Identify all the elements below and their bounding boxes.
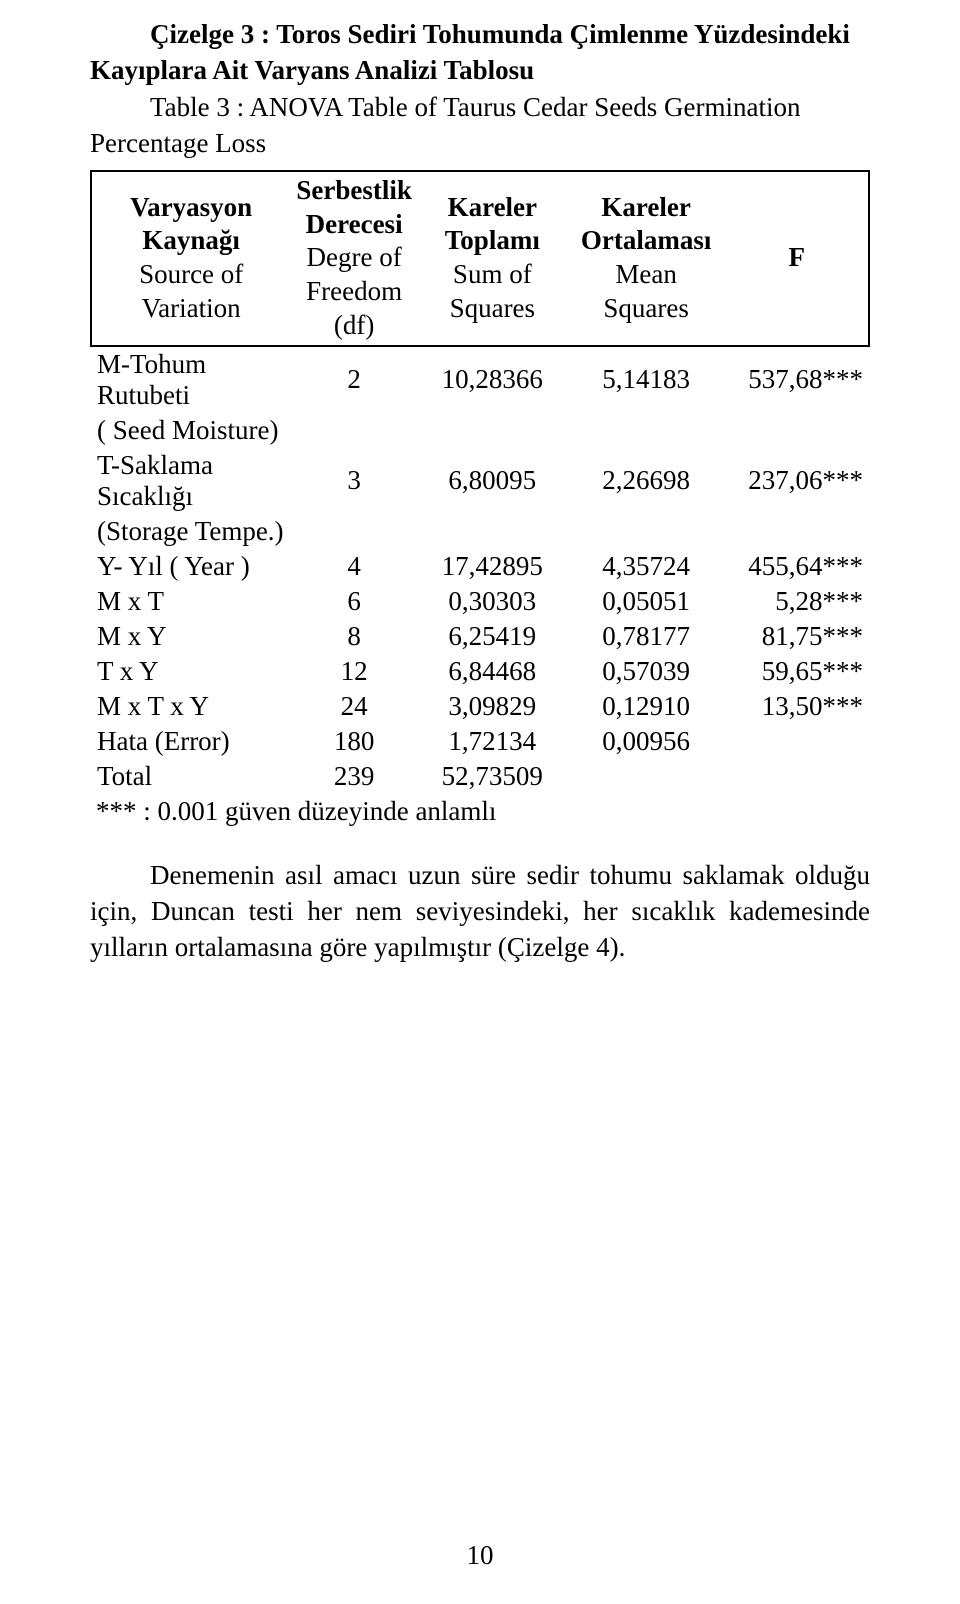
cell-ss: 0,30303 (418, 584, 567, 619)
col-header-ms: Kareler Ortalaması Mean Squares (567, 171, 726, 346)
cell-source: T x Y (91, 654, 290, 689)
body-paragraph: Denemenin asıl amacı uzun süre sedir toh… (90, 857, 870, 966)
cell-empty (418, 514, 567, 549)
cell-f: 59,65*** (725, 654, 869, 689)
col-header-df-en3: (df) (334, 310, 374, 340)
cell-f: 5,28*** (725, 584, 869, 619)
cell-ms: 0,12910 (567, 689, 726, 724)
cell-source: M x Y (91, 619, 290, 654)
cell-ms: 0,57039 (567, 654, 726, 689)
cell-ms: 2,26698 (567, 448, 726, 514)
cell-empty (725, 413, 869, 448)
cell-source: T-Saklama Sıcaklığı (91, 448, 290, 514)
cell-empty (567, 514, 726, 549)
cell-empty (290, 514, 418, 549)
cell-df: 8 (290, 619, 418, 654)
cell-ms: 4,35724 (567, 549, 726, 584)
table-row: M x Y86,254190,7817781,75*** (91, 619, 869, 654)
table-title-bold: Çizelge 3 : Toros Sediri Tohumunda Çimle… (90, 16, 870, 89)
cell-source: M x T x Y (91, 689, 290, 724)
table-caption: Çizelge 3 : Toros Sediri Tohumunda Çimle… (90, 16, 870, 162)
cell-df: 180 (290, 724, 418, 759)
cell-f: 13,50*** (725, 689, 869, 724)
table-row: T x Y126,844680,5703959,65*** (91, 654, 869, 689)
cell-ms: 5,14183 (567, 346, 726, 413)
cell-df: 6 (290, 584, 418, 619)
table-row: (Storage Tempe.) (91, 514, 869, 549)
cell-ss: 52,73509 (418, 759, 567, 794)
cell-empty (290, 413, 418, 448)
cell-ms: 0,00956 (567, 724, 726, 759)
cell-source: Total (91, 759, 290, 794)
cell-source: M-Tohum Rutubeti (91, 346, 290, 413)
cell-f (725, 759, 869, 794)
cell-empty (418, 413, 567, 448)
table-row: Hata (Error)1801,721340,00956 (91, 724, 869, 759)
col-header-ss-en2: Squares (450, 293, 535, 323)
col-header-ss-en1: Sum of (453, 259, 532, 289)
cell-df: 24 (290, 689, 418, 724)
cell-ms (567, 759, 726, 794)
cell-ms: 0,05051 (567, 584, 726, 619)
cell-ss: 6,84468 (418, 654, 567, 689)
col-header-ss-tr: Kareler Toplamı (445, 192, 540, 256)
table-row: M x T x Y243,098290,1291013,50*** (91, 689, 869, 724)
cell-ss: 10,28366 (418, 346, 567, 413)
cell-df: 239 (290, 759, 418, 794)
cell-f: 455,64*** (725, 549, 869, 584)
table-row: ( Seed Moisture) (91, 413, 869, 448)
col-header-df: Serbestlik Derecesi Degre of Freedom (df… (290, 171, 418, 346)
cell-f: 237,06*** (725, 448, 869, 514)
col-header-source-tr: Varyasyon Kaynağı (130, 192, 252, 256)
cell-source-sub: ( Seed Moisture) (91, 413, 290, 448)
col-header-ms-en2: Squares (603, 293, 688, 323)
cell-ss: 1,72134 (418, 724, 567, 759)
cell-ss: 17,42895 (418, 549, 567, 584)
cell-f: 537,68*** (725, 346, 869, 413)
table-row: M x T60,303030,050515,28*** (91, 584, 869, 619)
cell-source-sub: (Storage Tempe.) (91, 514, 290, 549)
table-row: T-Saklama Sıcaklığı36,800952,26698237,06… (91, 448, 869, 514)
table-title-sub: Table 3 : ANOVA Table of Taurus Cedar Se… (90, 89, 870, 162)
cell-source: M x T (91, 584, 290, 619)
cell-df: 2 (290, 346, 418, 413)
cell-df: 4 (290, 549, 418, 584)
col-header-df-en2: Freedom (306, 276, 402, 306)
cell-f: 81,75*** (725, 619, 869, 654)
table-row: Total23952,73509 (91, 759, 869, 794)
cell-ss: 3,09829 (418, 689, 567, 724)
cell-ms: 0,78177 (567, 619, 726, 654)
cell-ss: 6,25419 (418, 619, 567, 654)
cell-empty (725, 514, 869, 549)
col-header-f: F (725, 171, 869, 346)
cell-f (725, 724, 869, 759)
col-header-ms-tr: Kareler Ortalaması (581, 192, 711, 256)
table-footnote: *** : 0.001 güven düzeyinde anlamlı (96, 796, 870, 827)
col-header-ss: Kareler Toplamı Sum of Squares (418, 171, 567, 346)
table-row: M-Tohum Rutubeti210,283665,14183537,68**… (91, 346, 869, 413)
cell-df: 12 (290, 654, 418, 689)
col-header-source: Varyasyon Kaynağı Source of Variation (91, 171, 290, 346)
cell-empty (567, 413, 726, 448)
cell-source: Hata (Error) (91, 724, 290, 759)
table-row: Y- Yıl ( Year )417,428954,35724455,64*** (91, 549, 869, 584)
table-header-row: Varyasyon Kaynağı Source of Variation Se… (91, 171, 869, 346)
col-header-f-label: F (788, 242, 805, 272)
cell-ss: 6,80095 (418, 448, 567, 514)
col-header-ms-en1: Mean (615, 259, 676, 289)
cell-source: Y- Yıl ( Year ) (91, 549, 290, 584)
col-header-source-en: Source of Variation (139, 259, 243, 323)
page-number: 10 (0, 1540, 960, 1571)
anova-table: Varyasyon Kaynağı Source of Variation Se… (90, 170, 870, 794)
col-header-df-tr: Serbestlik Derecesi (296, 175, 412, 239)
col-header-df-en1: Degre of (307, 242, 402, 272)
cell-df: 3 (290, 448, 418, 514)
